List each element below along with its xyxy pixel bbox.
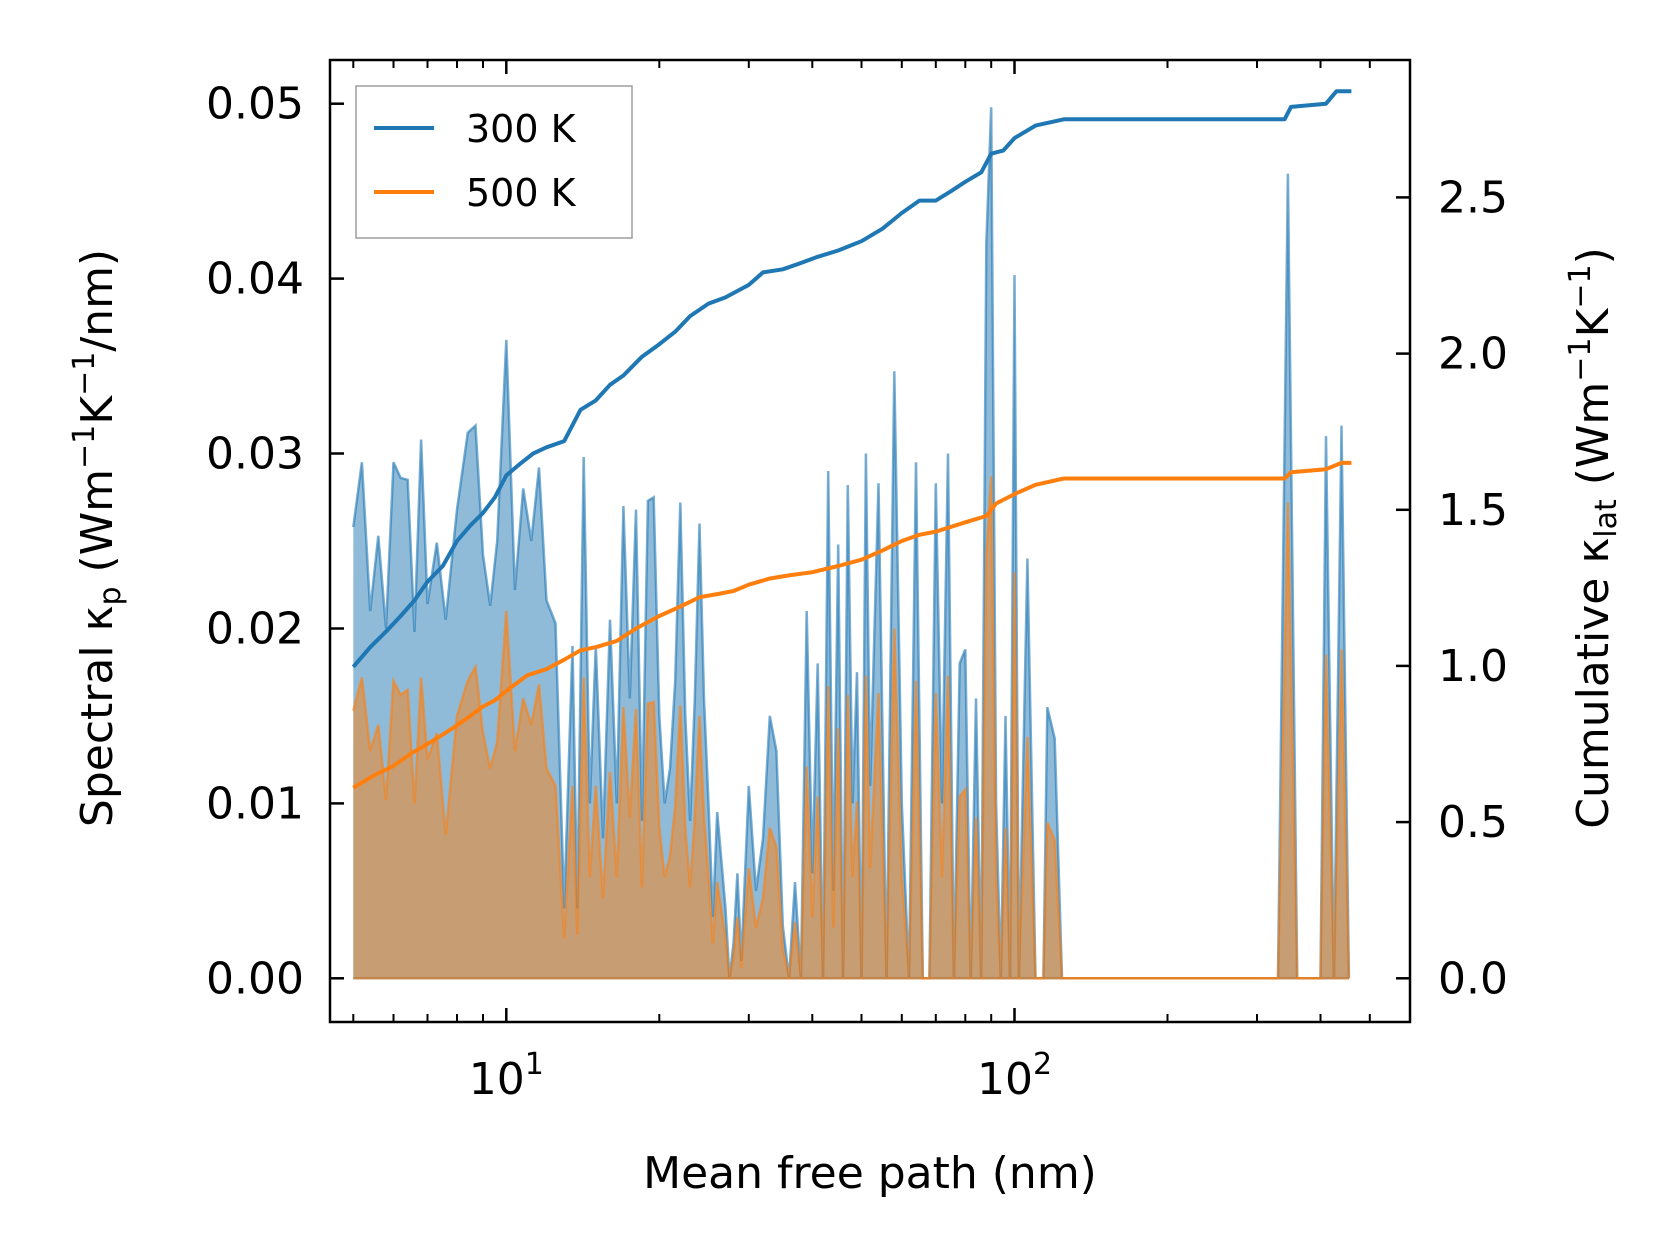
- right-tick-label: 0.0: [1438, 953, 1508, 1004]
- left-tick-label: 0.03: [206, 429, 304, 480]
- left-label-sup2: −1: [67, 352, 102, 396]
- legend-label-300k: 300 K: [466, 107, 577, 151]
- left-label-sub: p: [93, 586, 128, 605]
- x-tick-label: 101: [469, 1047, 544, 1105]
- x-axis-label: Mean free path (nm): [643, 1148, 1097, 1199]
- cumulative-line-500k: [352, 460, 1352, 790]
- left-label-kappa: κ: [72, 606, 123, 632]
- right-tick-label: 2.0: [1438, 329, 1508, 380]
- left-tick-label: 0.05: [206, 79, 304, 130]
- left-label-post: /nm): [72, 249, 123, 352]
- right-label-mid: (Wm: [1568, 382, 1619, 500]
- right-label-kappa: κ: [1568, 538, 1619, 564]
- cumulative-line-300k: [351, 89, 1352, 669]
- left-axis-label: Spectral κp (Wm−1K−1/nm): [67, 249, 128, 827]
- right-tick-label: 2.5: [1438, 172, 1508, 223]
- right-tick-label: 0.5: [1438, 797, 1508, 848]
- right-label-sup2: −1: [1563, 264, 1598, 308]
- left-label-sup1: −1: [67, 425, 102, 469]
- right-label-post: ): [1568, 247, 1619, 264]
- spectral-line-500k: [352, 476, 1351, 980]
- legend: 300 K 500 K: [355, 85, 633, 239]
- left-tick-label: 0.00: [206, 953, 304, 1004]
- data-lines: [351, 89, 1352, 980]
- right-label-sup1: −1: [1563, 337, 1598, 381]
- right-axis-label: Cumulative κlat (Wm−1K−1): [1563, 247, 1624, 829]
- legend-label-500k: 500 K: [466, 171, 577, 215]
- right-label-k: K: [1568, 307, 1619, 337]
- right-label-pre: Cumulative: [1568, 564, 1619, 829]
- legend-box: [355, 85, 633, 239]
- right-label-sub: lat: [1589, 499, 1624, 538]
- x-tick-label: 102: [977, 1047, 1052, 1105]
- left-tick-label: 0.02: [206, 604, 304, 655]
- left-tick-label: 0.04: [206, 254, 304, 305]
- left-label-pre: Spectral: [72, 631, 123, 827]
- spectral-fill-500k: [353, 476, 1349, 979]
- right-tick-label: 1.0: [1438, 641, 1508, 692]
- left-label-mid: (Wm: [72, 469, 123, 587]
- left-label-k: K: [72, 395, 123, 425]
- plot-frame: [328, 58, 1412, 1024]
- axis-ticks: [330, 60, 1411, 1022]
- left-tick-label: 0.01: [206, 778, 304, 829]
- right-tick-label: 1.5: [1438, 485, 1508, 536]
